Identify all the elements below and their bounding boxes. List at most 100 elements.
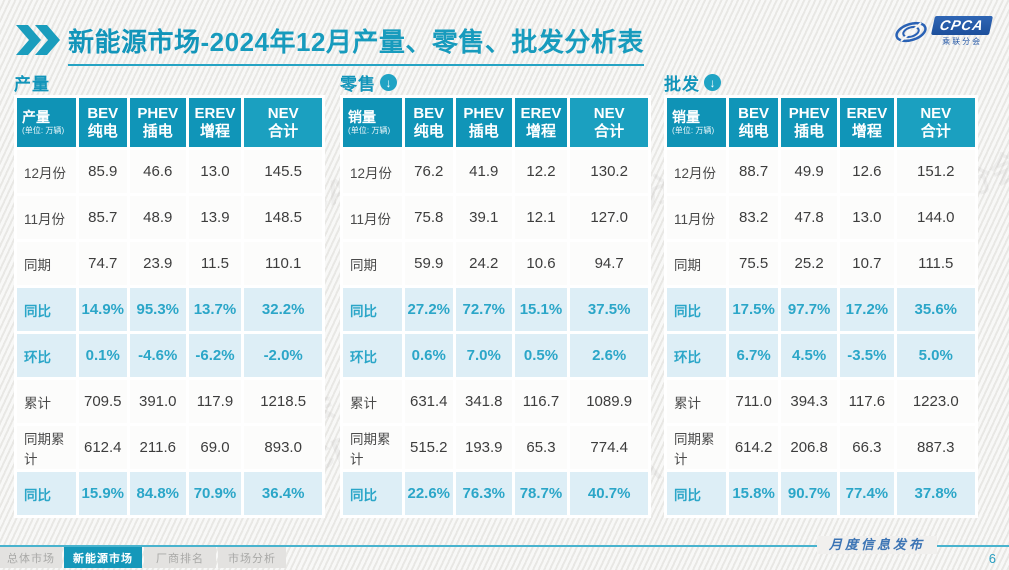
cell-value: 341.8	[455, 380, 512, 423]
cell-value: 10.7	[840, 242, 894, 285]
row-label: 同比	[343, 472, 402, 515]
row-label: 同期	[667, 242, 727, 285]
cell-value: -3.5%	[840, 334, 894, 377]
row-label: 11月份	[17, 196, 76, 239]
table-row: 12月份 76.2 41.9 12.2 130.2	[343, 150, 648, 193]
title-highlight: 新能源市场	[68, 27, 201, 57]
tab-nev-market[interactable]: 新能源市场	[64, 547, 142, 568]
row-label: 11月份	[667, 196, 727, 239]
cell-value: 90.7%	[781, 472, 838, 515]
retail-table: 销量 (单位: 万辆) BEV 纯电 PHEV 插电 EREV 增程 NEV 合计 12…	[340, 95, 651, 518]
publish-label: 月度信息发布	[816, 536, 937, 554]
cell-value: 148.5	[244, 196, 322, 239]
table-row: 同比 15.8% 90.7% 77.4% 37.8%	[667, 472, 975, 515]
cell-value: 206.8	[781, 426, 838, 469]
corner-header: 产量 (单位: 万辆)	[17, 98, 76, 147]
row-label: 环比	[17, 334, 76, 377]
row-label: 11月份	[343, 196, 402, 239]
column-header-phev: PHEV 插电	[455, 98, 512, 147]
table-row: 11月份 85.7 48.9 13.9 148.5	[17, 196, 322, 239]
column-header-bev: BEV 纯电	[729, 98, 779, 147]
tab-overall-market[interactable]: 总体市场	[0, 547, 62, 568]
cell-value: 110.1	[244, 242, 322, 285]
column-header-nev: NEV 合计	[244, 98, 322, 147]
cell-value: 15.9%	[78, 472, 127, 515]
cell-value: 95.3%	[129, 288, 186, 331]
row-label: 同期累计	[343, 426, 402, 469]
cell-value: -2.0%	[244, 334, 322, 377]
cell-value: 130.2	[570, 150, 648, 193]
cell-value: 39.1	[455, 196, 512, 239]
cell-value: -6.2%	[188, 334, 242, 377]
corner-header: 销量 (单位: 万辆)	[667, 98, 727, 147]
cell-value: 893.0	[244, 426, 322, 469]
cell-value: 14.9%	[78, 288, 127, 331]
column-header-phev: PHEV 插电	[781, 98, 838, 147]
cell-value: 7.0%	[455, 334, 512, 377]
cell-value: 24.2	[455, 242, 512, 285]
cell-value: 75.8	[404, 196, 453, 239]
cell-value: 515.2	[404, 426, 453, 469]
cell-value: 614.2	[729, 426, 779, 469]
table-row: 同比 14.9% 95.3% 13.7% 32.2%	[17, 288, 322, 331]
cell-value: 0.6%	[404, 334, 453, 377]
cell-value: 13.9	[188, 196, 242, 239]
wholesale-table: 销量 (单位: 万辆) BEV 纯电 PHEV 插电 EREV 增程 NEV 合计 12…	[664, 95, 978, 518]
page-header: 新能源市场-2024年12月产量、零售、批发分析表	[16, 22, 644, 66]
page-number: 6	[988, 551, 996, 566]
row-label: 环比	[667, 334, 727, 377]
cpca-swoosh-icon	[895, 21, 928, 42]
row-label: 累计	[667, 380, 727, 423]
row-label: 12月份	[343, 150, 402, 193]
table-row: 同期 74.7 23.9 11.5 110.1	[17, 242, 322, 285]
cell-value: 1089.9	[570, 380, 648, 423]
down-arrow-icon: ↓	[704, 74, 721, 91]
tab-market-analysis[interactable]: 市场分析	[218, 547, 286, 568]
cell-value: 37.8%	[896, 472, 975, 515]
cell-value: 78.7%	[514, 472, 568, 515]
row-label: 同期累计	[17, 426, 76, 469]
tab-manufacturer-ranking[interactable]: 厂商排名	[144, 547, 216, 568]
table-row: 12月份 85.9 46.6 13.0 145.5	[17, 150, 322, 193]
cell-value: 47.8	[781, 196, 838, 239]
cell-value: 72.7%	[455, 288, 512, 331]
cell-value: 37.5%	[570, 288, 648, 331]
table-row: 环比 0.1% -4.6% -6.2% -2.0%	[17, 334, 322, 377]
table-row: 同比 22.6% 76.3% 78.7% 40.7%	[343, 472, 648, 515]
row-label: 12月份	[667, 150, 727, 193]
cell-value: 5.0%	[896, 334, 975, 377]
section-label-retail: 零售	[340, 75, 376, 94]
cell-value: 631.4	[404, 380, 453, 423]
column-header-bev: BEV 纯电	[404, 98, 453, 147]
table-row: 累计 711.0 394.3 117.6 1223.0	[667, 380, 975, 423]
table-row: 累计 709.5 391.0 117.9 1218.5	[17, 380, 322, 423]
section-label-wholesale: 批发	[664, 75, 700, 94]
cell-value: 49.9	[781, 150, 838, 193]
cell-value: 6.7%	[729, 334, 779, 377]
row-label: 累计	[17, 380, 76, 423]
table-row: 同比 17.5% 97.7% 17.2% 35.6%	[667, 288, 975, 331]
row-label: 环比	[343, 334, 402, 377]
column-header-erev: EREV 增程	[188, 98, 242, 147]
cell-value: 46.6	[129, 150, 186, 193]
cell-value: 48.9	[129, 196, 186, 239]
cpca-logo: CPCA 乘联分会	[893, 16, 994, 47]
footer-divider	[0, 545, 1009, 547]
column-header-erev: EREV 增程	[514, 98, 568, 147]
cell-value: 15.8%	[729, 472, 779, 515]
cell-value: 41.9	[455, 150, 512, 193]
row-label: 同期累计	[667, 426, 727, 469]
cell-value: 85.7	[78, 196, 127, 239]
cell-value: 144.0	[896, 196, 975, 239]
row-label: 同比	[17, 288, 76, 331]
cell-value: 12.1	[514, 196, 568, 239]
title-rest: -2024年12月产量、零售、批发分析表	[200, 27, 644, 57]
production-table: 产量 (单位: 万辆) BEV 纯电 PHEV 插电 EREV 增程 NEV 合计 12…	[14, 95, 325, 518]
row-label: 12月份	[17, 150, 76, 193]
cell-value: 394.3	[781, 380, 838, 423]
cell-value: 77.4%	[840, 472, 894, 515]
table-row: 环比 0.6% 7.0% 0.5% 2.6%	[343, 334, 648, 377]
cell-value: 13.0	[188, 150, 242, 193]
table-row: 11月份 83.2 47.8 13.0 144.0	[667, 196, 975, 239]
table-row: 12月份 88.7 49.9 12.6 151.2	[667, 150, 975, 193]
